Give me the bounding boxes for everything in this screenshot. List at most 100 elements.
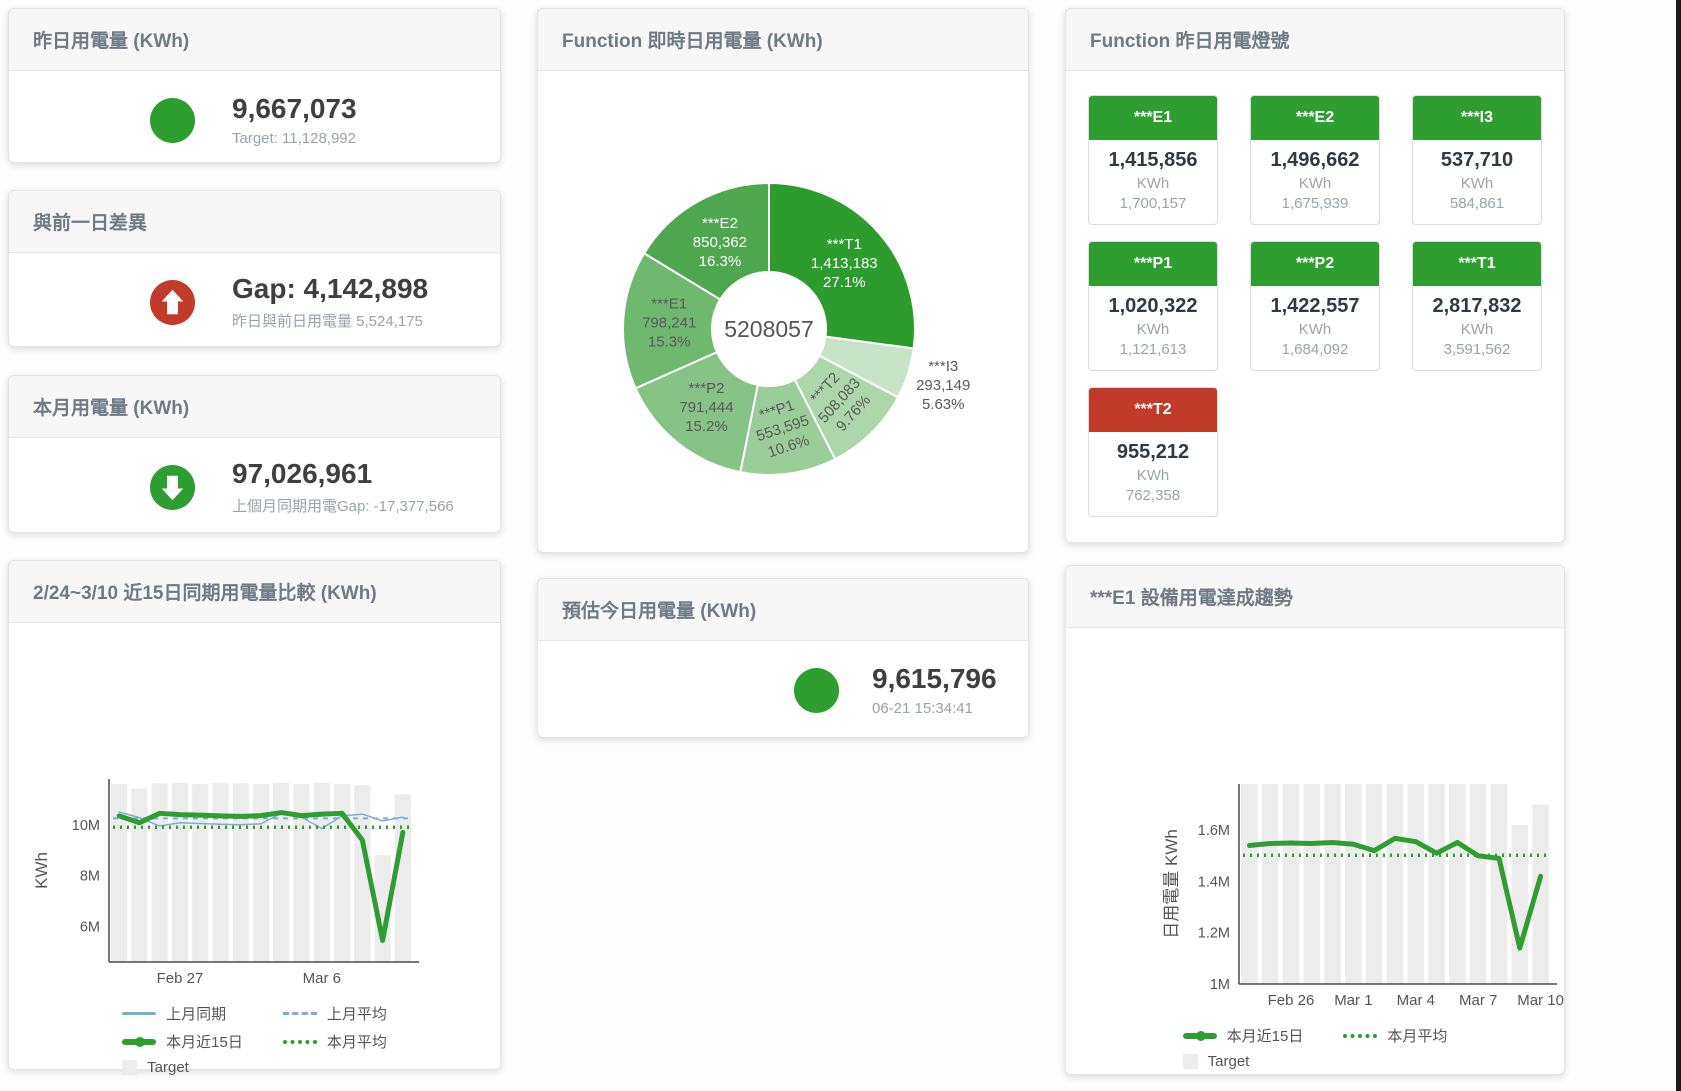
- series-line: [1246, 835, 1544, 951]
- donut-slice-label: ***T1 1,413,183 27.1%: [811, 236, 878, 291]
- target-bar: [313, 782, 330, 962]
- target-bar: [131, 788, 148, 962]
- card-title: Function 昨日用電燈號: [1066, 9, 1564, 71]
- legend-swatch: [1343, 1033, 1378, 1038]
- legend-item[interactable]: 本月平均: [282, 1031, 387, 1052]
- y-tick-label: 1.2M: [1198, 926, 1230, 942]
- chart-legend: 本月近15日 本月平均 Target: [1066, 1025, 1564, 1070]
- target-bar: [1282, 784, 1300, 984]
- legend-swatch: [1182, 1054, 1198, 1069]
- card-realtime-donut: Function 即時日用電量 (KWh) ***T1 1,413,183 27.1…: [537, 8, 1029, 553]
- target-bar: [394, 794, 411, 962]
- stat-subtitle: 昨日與前日用電量 5,524,175: [232, 313, 423, 330]
- tile-value: 1,020,322: [1108, 295, 1198, 317]
- stat-value: 97,026,961: [232, 458, 373, 489]
- target-bar: [374, 855, 391, 962]
- donut-center-total: 5208057: [724, 316, 814, 342]
- y-axis-label: 日用電量 KWh: [1162, 829, 1181, 939]
- tile-header: ***T2: [1089, 388, 1217, 432]
- tile-header: ***P2: [1251, 242, 1379, 286]
- tile-header: ***T1: [1413, 242, 1541, 286]
- tile-target: 1,121,613: [1119, 341, 1187, 358]
- tile-value: 537,710: [1440, 149, 1514, 171]
- y-tick-label: 10M: [72, 818, 100, 834]
- status-tile: ***T1 2,817,832 KWh 3,591,562: [1412, 241, 1542, 371]
- tile-unit: KWh: [1136, 321, 1170, 338]
- status-circle-icon: [793, 667, 840, 713]
- card-title: ***E1 設備用電達成趨勢: [1066, 566, 1564, 628]
- card-today-estimate: 預估今日用電量 (KWh) 9,615,796 06-21 15:34:41: [537, 578, 1029, 738]
- target-bar: [151, 783, 168, 962]
- series-line: [116, 810, 406, 943]
- tile-unit: KWh: [1136, 175, 1170, 192]
- arrow-up-icon: [149, 279, 196, 325]
- tile-header: ***E1: [1089, 96, 1217, 140]
- tile-header: ***I3: [1413, 96, 1541, 140]
- x-tick-label: Feb 27: [157, 970, 204, 987]
- card-e1-trend-chart: ***E1 設備用電達成趨勢 1M 1.2M 1.4M 1.6M Feb 26 Mar 1…: [1065, 565, 1565, 1075]
- legend-swatch: [122, 1036, 157, 1047]
- target-bar: [273, 782, 290, 962]
- tile-target: 1,675,939: [1281, 195, 1349, 212]
- x-tick-label: Mar 1: [1334, 992, 1372, 1009]
- legend-item[interactable]: 上月同期: [122, 1003, 243, 1024]
- legend-item[interactable]: 上月平均: [282, 1003, 387, 1024]
- chart-legend: 上月同期 上月平均本月近15日 本月平均 Target: [9, 1003, 500, 1076]
- card-title: 昨日用電量 (KWh): [9, 9, 500, 71]
- stat-value: 9,615,796: [872, 663, 997, 694]
- donut-slice-label: ***E1 798,241 15.3%: [642, 296, 696, 351]
- donut-slice-label: ***E2 850,362 16.3%: [693, 215, 747, 270]
- legend-swatch: [282, 1039, 317, 1044]
- tile-value: 1,496,662: [1270, 149, 1360, 171]
- tile-unit: KWh: [1298, 175, 1332, 192]
- target-bar: [333, 784, 351, 962]
- legend-item[interactable]: 本月平均: [1343, 1025, 1447, 1046]
- card-title: 2/24~3/10 近15日同期用電量比較 (KWh): [9, 561, 500, 623]
- stat-timestamp: 06-21 15:34:41: [872, 700, 973, 717]
- y-tick-label: 1.6M: [1198, 823, 1230, 839]
- tile-target: 762,358: [1125, 487, 1181, 504]
- arrow-down-icon: [149, 464, 196, 510]
- donut-slice: [622, 251, 722, 390]
- target-bar: [1303, 784, 1321, 984]
- stat-value: 9,667,073: [232, 93, 357, 124]
- tile-value: 1,422,557: [1270, 295, 1360, 317]
- target-bar: [1469, 784, 1487, 984]
- legend-label: Target: [147, 1059, 189, 1076]
- legend-item[interactable]: 本月近15日: [1182, 1025, 1304, 1046]
- target-bar: [1261, 784, 1279, 984]
- target-bar: [1241, 784, 1258, 984]
- tile-target: 3,591,562: [1443, 341, 1511, 358]
- tile-unit: KWh: [1460, 175, 1494, 192]
- tile-value: 1,415,856: [1108, 149, 1198, 171]
- tile-unit: KWh: [1460, 321, 1494, 338]
- card-diff-prev-day: 與前一日差異 Gap: 4,142,898 昨日與前日用電量 5,524,175: [8, 190, 501, 347]
- target-bar: [1449, 784, 1466, 984]
- status-tile: ***I3 537,710 KWh 584,861: [1412, 95, 1542, 225]
- legend-label: 上月同期: [166, 1006, 227, 1023]
- status-circle-icon: [149, 97, 196, 143]
- donut-chart: ***T1 1,413,183 27.1%***I3 293,149 5.63%***T…: [622, 181, 970, 476]
- target-bar: [1324, 784, 1341, 984]
- card-month-usage: 本月用電量 (KWh) 97,026,961 上個月同期用電Gap: -17,3…: [8, 375, 501, 533]
- stat-subtitle: 上個月同期用電Gap: -17,377,566: [232, 498, 454, 515]
- legend-label: 本月近15日: [1226, 1028, 1304, 1045]
- legend-item[interactable]: Target: [1182, 1053, 1304, 1070]
- target-bar: [354, 785, 371, 962]
- legend-label: 本月平均: [326, 1034, 387, 1051]
- x-tick-label: Mar 6: [303, 970, 341, 987]
- y-tick-label: 6M: [80, 919, 100, 935]
- target-bar: [1386, 784, 1404, 984]
- status-tile: ***P1 1,020,322 KWh 1,121,613: [1088, 241, 1218, 371]
- target-bar: [1490, 784, 1508, 984]
- status-tile: ***P2 1,422,557 KWh 1,684,092: [1250, 241, 1380, 371]
- donut-slice: [634, 350, 759, 474]
- tile-header: ***P1: [1089, 242, 1217, 286]
- target-bar: [1532, 804, 1549, 984]
- legend-item[interactable]: 本月近15日: [122, 1031, 243, 1052]
- status-tile: ***T2 955,212 KWh 762,358: [1088, 387, 1218, 517]
- legend-item[interactable]: Target: [122, 1059, 243, 1076]
- card-title: 預估今日用電量 (KWh): [538, 579, 1028, 641]
- tile-value: 955,212: [1116, 441, 1190, 463]
- target-bar: [1345, 784, 1362, 984]
